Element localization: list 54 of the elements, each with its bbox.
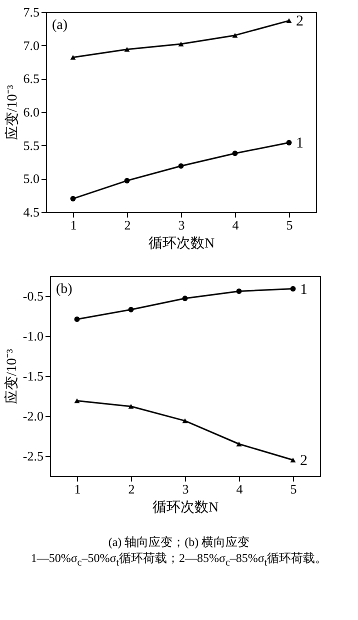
y-tick-label: -1.0: [22, 328, 44, 344]
point: [128, 306, 134, 312]
point: [124, 178, 130, 184]
y-tick-label: -0.5: [22, 288, 44, 304]
text: 1—50%σ$_{c}$–50%σ$_{t}$循环荷载；2—85%σ$_{c}$–85%σ$_{t}$循环荷载。: [30, 551, 328, 568]
y-tick-label: -2.0: [22, 408, 44, 424]
y-axis-title: 应变/10⁻³: [4, 348, 20, 404]
y-tick-label: 4.5: [23, 204, 40, 220]
y-tick-label: 6.0: [23, 104, 40, 120]
x-tick-label: 1: [70, 218, 77, 232]
chart-title: (a): [52, 18, 68, 33]
point: [70, 54, 76, 60]
y-tick-label: 5.5: [23, 138, 40, 153]
x-tick-label: 4: [232, 218, 240, 232]
point: [74, 398, 80, 404]
y-tick-label: -1.5: [22, 368, 44, 384]
point: [178, 42, 184, 46]
y-tick-label: 7.0: [23, 38, 40, 53]
y-axis-title: 应变/10⁻³: [4, 84, 20, 140]
series-label: 2: [296, 14, 304, 30]
point: [236, 288, 242, 294]
point: [182, 296, 188, 302]
x-tick-label: 2: [124, 218, 131, 232]
x-tick-label: 3: [182, 482, 189, 496]
point: [70, 196, 76, 202]
text: (a) 轴向应变；(b) 横向应变: [107, 534, 251, 550]
x-tick-label: 2: [128, 482, 135, 496]
x-tick-label: 4: [236, 482, 244, 496]
point: [182, 418, 188, 424]
point: [128, 404, 134, 409]
x-axis-title: 循环次数N: [152, 500, 219, 516]
x-tick-label: 5: [290, 482, 297, 496]
y-tick-label: 6.5: [23, 71, 40, 86]
point: [232, 32, 238, 38]
point: [232, 150, 238, 156]
chart-title: (b): [56, 282, 73, 297]
point: [124, 46, 130, 52]
x-tick-label: 5: [286, 218, 293, 232]
point: [74, 316, 80, 322]
point: [286, 140, 292, 146]
point: [286, 18, 292, 24]
point: [290, 458, 296, 462]
point: [290, 286, 296, 292]
x-axis-title: 循环次数N: [148, 236, 215, 252]
x-tick-label: 3: [178, 218, 185, 232]
series-label: 2: [300, 453, 308, 469]
y-tick-label: 5.0: [23, 171, 40, 186]
point: [236, 442, 242, 446]
series-label: 1: [300, 282, 308, 298]
y-tick-label: -2.5: [22, 448, 44, 464]
y-tick-label: 7.5: [23, 4, 40, 20]
series-label: 1: [296, 136, 304, 152]
x-tick-label: 1: [74, 482, 81, 496]
point: [178, 163, 184, 169]
